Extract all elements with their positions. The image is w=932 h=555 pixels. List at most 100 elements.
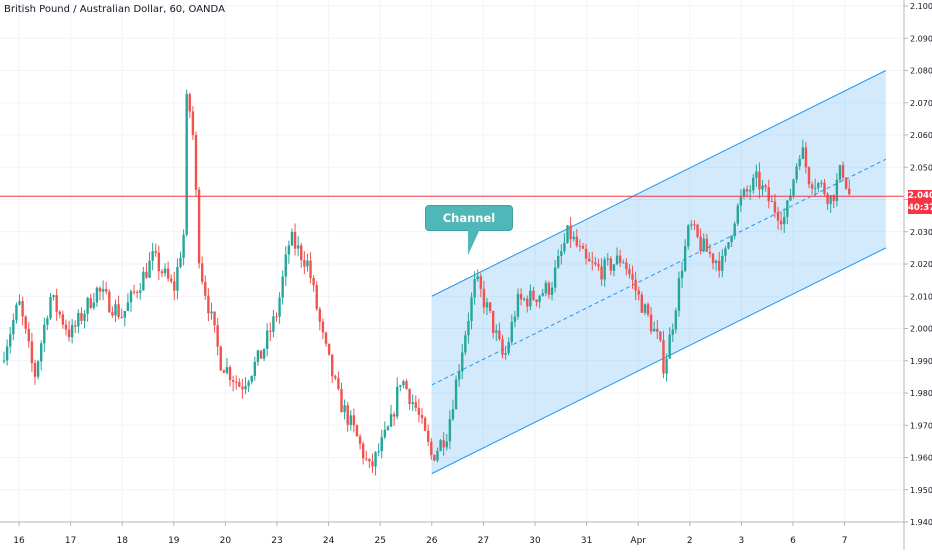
candle-body (597, 264, 600, 267)
candle-body (30, 341, 34, 364)
candle-body (123, 310, 126, 318)
candle-body (337, 378, 340, 389)
candle-body (516, 293, 520, 317)
candle-body (622, 262, 625, 264)
candle-body (776, 212, 780, 221)
candle-body (27, 328, 31, 342)
price-tick-label: 2.00000 (910, 325, 932, 334)
candle-body (550, 287, 554, 295)
candle-body (272, 316, 275, 332)
candle-body (553, 267, 557, 288)
candle-body (587, 258, 591, 262)
channel-pattern-callout[interactable]: Channel Pattern (426, 206, 512, 249)
candle-body (665, 358, 668, 374)
candle-body (225, 367, 229, 373)
candle-body (677, 278, 681, 311)
time-tick-label: 19 (168, 536, 180, 546)
candle-body (321, 321, 325, 333)
candle-body (21, 301, 24, 317)
price-tick-label: 1.99000 (910, 357, 932, 366)
countdown-label: 40:37 (908, 203, 932, 214)
candle-body (761, 185, 764, 190)
candle-body (349, 415, 352, 425)
time-tick-label: 30 (529, 536, 541, 546)
candle-body (235, 381, 238, 383)
candle-body (402, 381, 405, 386)
candle-body (157, 252, 161, 272)
candle-body (758, 171, 761, 190)
candle-body (482, 288, 486, 308)
candle-body (423, 417, 427, 431)
candle-body (433, 455, 436, 461)
candle-body (448, 419, 452, 442)
candle-body (628, 269, 631, 275)
candle-body (426, 430, 430, 442)
candle-body (108, 291, 111, 313)
candle-body (176, 266, 179, 291)
candle-body (656, 328, 659, 332)
candle-body (643, 304, 647, 313)
candle-body (646, 304, 650, 315)
candle-body (522, 298, 526, 300)
candle-body (649, 314, 653, 332)
candle-body (194, 135, 198, 190)
time-tick-label: 18 (116, 536, 128, 546)
candle-body (18, 301, 21, 305)
candle-body (609, 258, 613, 271)
candle-body (464, 335, 467, 353)
candle-body (132, 291, 136, 293)
time-tick-label: 17 (65, 536, 76, 546)
candle-body (826, 194, 829, 204)
candle-body (801, 147, 805, 159)
candle-body (154, 251, 157, 253)
time-tick-label: 16 (13, 536, 25, 546)
price-tick-label: 2.08000 (910, 67, 932, 76)
candle-body (566, 225, 569, 243)
candle-body (83, 313, 86, 321)
candle-body (204, 281, 207, 296)
candle-body (436, 450, 439, 461)
candle-body (479, 276, 483, 289)
candle-body (259, 350, 263, 359)
candle-body (835, 179, 839, 202)
candle-body (210, 311, 213, 314)
candle-body (253, 361, 257, 376)
candle-body (779, 220, 783, 225)
price-tick-label: 2.01000 (910, 292, 932, 301)
candle-body (606, 258, 609, 260)
price-tick-label: 2.10000 (910, 2, 932, 11)
candle-body (439, 440, 442, 451)
chart-title: British Pound / Australian Dollar, 60, O… (4, 4, 225, 15)
time-tick-label: 27 (478, 536, 489, 546)
candle-body (430, 441, 433, 456)
time-tick-label: 20 (220, 536, 232, 546)
candle-body (256, 350, 260, 362)
candle-body (43, 324, 46, 344)
candle-body (603, 259, 606, 280)
candle-body (318, 309, 322, 322)
candle-body (5, 346, 9, 361)
candle-body (216, 325, 219, 347)
candle-body (343, 405, 346, 413)
candle-body (770, 201, 774, 203)
candle-body (188, 94, 191, 112)
candle-body (160, 271, 164, 274)
candle-body (659, 331, 662, 341)
candle-body (755, 171, 758, 178)
candle-body (680, 270, 684, 279)
candle-body (445, 441, 448, 448)
candle-body (200, 263, 204, 282)
candle-body (795, 166, 798, 180)
candle-body (36, 361, 40, 377)
candle-body (46, 318, 49, 325)
candle-body (591, 261, 594, 263)
candle-body (488, 302, 492, 311)
candle-body (86, 297, 89, 314)
candle-body (640, 294, 644, 313)
candle-body (331, 354, 334, 377)
candle-body (702, 238, 705, 252)
candle-body (92, 302, 96, 308)
candle-body (396, 386, 399, 417)
